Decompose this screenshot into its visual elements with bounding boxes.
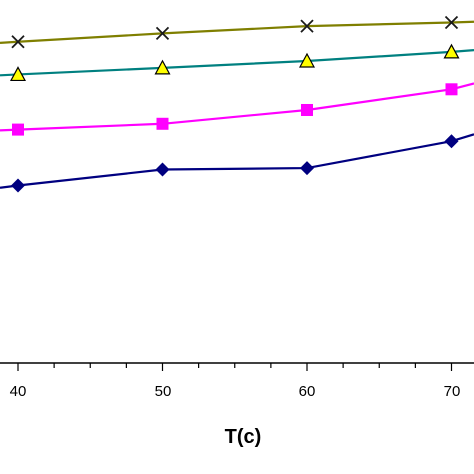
cross-marker [11,35,25,49]
x-axis-ticks [17,363,453,371]
x-tick-label: 50 [155,383,172,400]
triangle-marker [9,66,27,82]
x-axis-label: T(c) [225,426,262,448]
diamond-marker [300,161,314,176]
diamond-marker [11,178,25,193]
series-line-cross [0,20,474,45]
series-markers [9,15,460,193]
series-line-square [0,82,474,132]
series-line-diamond [0,133,474,189]
square-marker [12,123,24,136]
diamond-marker [155,162,170,177]
cross-marker [300,19,314,33]
square-marker [301,103,313,116]
x-tick-labels: 40 50 60 70 [10,383,461,400]
cross-marker [444,15,459,30]
triangle-marker [443,43,460,59]
series-line-triangle [0,48,474,77]
triangle-marker [154,59,171,75]
series-lines [0,20,474,189]
x-tick-label: 70 [444,383,461,400]
square-marker [156,117,169,130]
square-marker [445,83,458,96]
x-tick-label: 40 [10,383,27,400]
cross-marker [155,26,170,41]
triangle-marker [298,52,316,68]
plot-area [0,15,474,371]
x-tick-label: 60 [299,383,316,400]
diamond-marker [444,134,459,149]
